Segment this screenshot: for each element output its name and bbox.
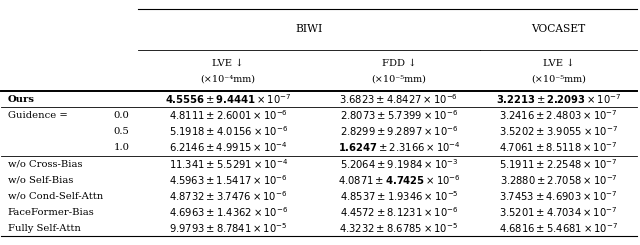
Text: $4.8732 \pm 3.7476 \times 10^{-6}$: $4.8732 \pm 3.7476 \times 10^{-6}$ [169, 189, 287, 203]
Text: $11.341 \pm 5.5291 \times 10^{-4}$: $11.341 \pm 5.5291 \times 10^{-4}$ [168, 157, 288, 171]
Text: FaceFormer-Bias: FaceFormer-Bias [8, 208, 95, 217]
Text: $\mathbf{1.6247} \pm 2.3166 \times 10^{-4}$: $\mathbf{1.6247} \pm 2.3166 \times 10^{-… [337, 141, 460, 154]
Text: LVE ↓: LVE ↓ [543, 59, 574, 68]
Text: $5.1911 \pm 2.2548 \times 10^{-7}$: $5.1911 \pm 2.2548 \times 10^{-7}$ [499, 157, 618, 171]
Text: Guidence =: Guidence = [8, 111, 67, 120]
Text: $4.6816 \pm 5.4681 \times 10^{-7}$: $4.6816 \pm 5.4681 \times 10^{-7}$ [499, 221, 618, 235]
Text: $4.5963 \pm 1.5417 \times 10^{-6}$: $4.5963 \pm 1.5417 \times 10^{-6}$ [169, 173, 287, 187]
Text: $2.8073 \pm 5.7399 \times 10^{-6}$: $2.8073 \pm 5.7399 \times 10^{-6}$ [340, 108, 458, 122]
Text: w/o Self-Bias: w/o Self-Bias [8, 175, 73, 184]
Text: w/o Cross-Bias: w/o Cross-Bias [8, 159, 83, 168]
Text: 1.0: 1.0 [114, 143, 130, 152]
Text: (×10⁻⁵mm): (×10⁻⁵mm) [531, 75, 586, 84]
Text: $4.0871 \pm \mathbf{4.7425} \times 10^{-6}$: $4.0871 \pm \mathbf{4.7425} \times 10^{-… [337, 173, 460, 187]
Text: $2.8299 \pm 9.2897 \times 10^{-6}$: $2.8299 \pm 9.2897 \times 10^{-6}$ [340, 124, 458, 138]
Text: $\mathbf{4.5556} \pm \mathbf{9.4441} \times 10^{-7}$: $\mathbf{4.5556} \pm \mathbf{9.4441} \ti… [165, 92, 291, 106]
Text: $3.5201 \pm 4.7034 \times 10^{-7}$: $3.5201 \pm 4.7034 \times 10^{-7}$ [499, 205, 618, 219]
Text: $4.7061 \pm 8.5118 \times 10^{-7}$: $4.7061 \pm 8.5118 \times 10^{-7}$ [499, 141, 618, 154]
Text: $4.3232 \pm 8.6785 \times 10^{-5}$: $4.3232 \pm 8.6785 \times 10^{-5}$ [339, 221, 458, 235]
Text: 0.5: 0.5 [114, 127, 130, 136]
Text: FDD ↓: FDD ↓ [381, 59, 416, 68]
Text: $3.2880 \pm 2.7058 \times 10^{-7}$: $3.2880 \pm 2.7058 \times 10^{-7}$ [500, 173, 618, 187]
Text: $4.8111 \pm 2.6001 \times 10^{-6}$: $4.8111 \pm 2.6001 \times 10^{-6}$ [169, 108, 287, 122]
Text: (×10⁻⁴mm): (×10⁻⁴mm) [201, 75, 255, 84]
Text: $5.1918 \pm 4.0156 \times 10^{-6}$: $5.1918 \pm 4.0156 \times 10^{-6}$ [168, 124, 288, 138]
Text: $4.8537 \pm 1.9346 \times 10^{-5}$: $4.8537 \pm 1.9346 \times 10^{-5}$ [340, 189, 458, 203]
Text: $\mathbf{3.2213} \pm \mathbf{2.2093} \times 10^{-7}$: $\mathbf{3.2213} \pm \mathbf{2.2093} \ti… [496, 92, 621, 106]
Text: $3.7453 \pm 4.6903 \times 10^{-7}$: $3.7453 \pm 4.6903 \times 10^{-7}$ [499, 189, 618, 203]
Text: $3.2416 \pm 2.4803 \times 10^{-7}$: $3.2416 \pm 2.4803 \times 10^{-7}$ [499, 108, 618, 122]
Text: BIWI: BIWI [295, 24, 323, 34]
Text: (×10⁻⁵mm): (×10⁻⁵mm) [371, 75, 426, 84]
Text: Fully Self-Attn: Fully Self-Attn [8, 224, 81, 233]
Text: 0.0: 0.0 [114, 111, 130, 120]
Text: $4.4572 \pm 8.1231 \times 10^{-6}$: $4.4572 \pm 8.1231 \times 10^{-6}$ [340, 205, 458, 219]
Text: Ours: Ours [8, 95, 35, 104]
Text: w/o Cond-Self-Attn: w/o Cond-Self-Attn [8, 192, 103, 200]
Text: $4.6963 \pm 1.4362 \times 10^{-6}$: $4.6963 \pm 1.4362 \times 10^{-6}$ [168, 205, 288, 219]
Text: LVE ↓: LVE ↓ [212, 59, 244, 68]
Text: $6.2146 \pm 4.9915 \times 10^{-4}$: $6.2146 \pm 4.9915 \times 10^{-4}$ [169, 141, 287, 154]
Text: $3.6823 \pm 4.8427 \times 10^{-6}$: $3.6823 \pm 4.8427 \times 10^{-6}$ [339, 92, 458, 106]
Text: $5.2064 \pm 9.1984 \times 10^{-3}$: $5.2064 \pm 9.1984 \times 10^{-3}$ [340, 157, 458, 171]
Text: $9.9793 \pm 8.7841 \times 10^{-5}$: $9.9793 \pm 8.7841 \times 10^{-5}$ [169, 221, 287, 235]
Text: $3.5202 \pm 3.9055 \times 10^{-7}$: $3.5202 \pm 3.9055 \times 10^{-7}$ [499, 124, 618, 138]
Text: VOCASET: VOCASET [531, 24, 586, 34]
